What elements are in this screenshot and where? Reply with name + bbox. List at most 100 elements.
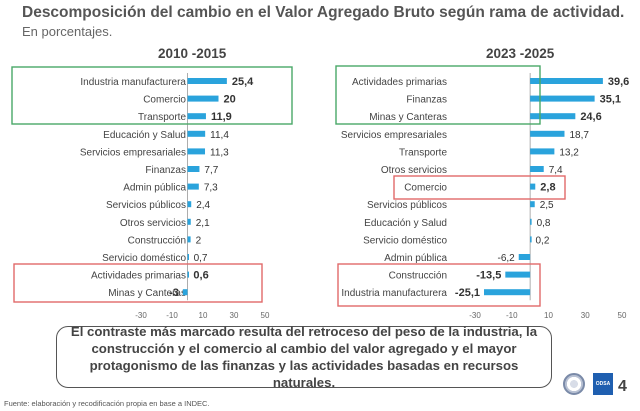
x-tick-label-0-2: 10 — [199, 311, 208, 320]
value-label-1-3: 18,7 — [569, 130, 589, 141]
category-label-0-8: Otros servicios — [120, 218, 186, 229]
category-label-1-12: Industria manufacturera — [341, 288, 447, 299]
category-label-0-3: Educación y Salud — [103, 130, 186, 141]
value-label-1-6: 2,8 — [540, 182, 555, 194]
value-label-0-5: 7,7 — [204, 165, 218, 176]
bar-1-9 — [530, 236, 532, 243]
category-label-1-4: Transporte — [399, 147, 447, 158]
value-label-1-11: -13,5 — [476, 270, 501, 282]
page-number: 4 — [618, 378, 627, 395]
x-tick-label-1-3: 30 — [581, 311, 590, 320]
value-label-1-8: 0,8 — [537, 218, 551, 229]
category-label-1-7: Servicios públicos — [367, 200, 447, 211]
bar-1-6 — [530, 183, 536, 190]
bar-1-3 — [530, 130, 565, 137]
bar-1-12 — [484, 289, 531, 296]
x-tick-label-1-4: 50 — [618, 311, 627, 320]
category-label-0-11: Actividades primarias — [91, 271, 186, 282]
highlight-box-red-0-0 — [13, 263, 263, 303]
bar-1-1 — [530, 95, 595, 102]
bar-1-7 — [530, 201, 535, 208]
x-tick-label-1-1: -10 — [506, 311, 518, 320]
value-label-1-4: 13,2 — [559, 147, 579, 158]
bar-0-5 — [187, 166, 200, 172]
category-label-1-6: Comercio — [404, 183, 447, 194]
value-label-1-2: 24,6 — [580, 111, 601, 123]
x-tick-label-0-4: 50 — [261, 311, 270, 320]
bar-1-0 — [530, 78, 603, 84]
bar-0-4 — [187, 148, 206, 155]
bar-1-4 — [530, 148, 555, 155]
category-label-1-0: Actividades primarias — [352, 77, 447, 88]
category-label-0-12: Minas y Canteras — [108, 288, 186, 299]
value-label-1-0: 39,6 — [608, 76, 629, 88]
source-note: Fuente: elaboración y recodificación pro… — [4, 399, 210, 408]
category-label-1-10: Admin pública — [384, 253, 447, 264]
category-label-0-6: Admin pública — [123, 183, 186, 194]
highlight-box-red-1-0 — [393, 175, 566, 200]
category-label-0-2: Transporte — [138, 112, 186, 123]
value-label-0-9: 2 — [196, 235, 202, 246]
value-label-0-1: 20 — [224, 94, 236, 106]
value-label-1-10: -6,2 — [497, 253, 515, 264]
conclusion-callout: El contraste más marcado resulta del ret… — [56, 324, 552, 390]
category-label-0-1: Comercio — [143, 95, 186, 106]
university-seal-logo — [563, 373, 585, 395]
category-label-1-8: Educación y Salud — [364, 218, 447, 229]
category-label-0-4: Servicios empresariales — [80, 147, 186, 158]
category-label-1-3: Servicios empresariales — [341, 130, 447, 141]
bar-0-10 — [187, 254, 189, 260]
value-label-0-10: 0,7 — [194, 253, 208, 264]
x-tick-label-1-2: 10 — [544, 311, 553, 320]
chart-title-1: 2023 -2025 — [486, 46, 555, 61]
value-label-0-4: 11,3 — [210, 147, 229, 158]
bar-0-8 — [187, 218, 191, 225]
highlight-box-green-0 — [11, 66, 293, 125]
highlight-box-green-1 — [335, 65, 541, 125]
category-label-1-2: Minas y Canteras — [369, 112, 447, 123]
value-label-1-5: 7,4 — [549, 165, 563, 176]
x-tick-label-0-1: -10 — [166, 311, 178, 320]
category-label-0-5: Finanzas — [145, 165, 186, 176]
category-label-0-10: Servicio doméstico — [102, 253, 186, 264]
bar-1-11 — [505, 271, 531, 278]
category-label-1-5: Otros servicios — [381, 165, 447, 176]
bar-0-0 — [187, 78, 227, 84]
value-label-0-8: 2,1 — [196, 218, 210, 229]
x-tick-label-0-0: -30 — [135, 311, 147, 320]
value-label-1-12: -25,1 — [455, 287, 480, 299]
value-label-0-0: 25,4 — [232, 76, 254, 88]
category-label-0-0: Industria manufacturera — [80, 77, 186, 88]
category-label-1-9: Servicio doméstico — [363, 235, 447, 246]
bar-0-11 — [187, 271, 189, 278]
bar-0-3 — [187, 130, 206, 137]
value-label-1-9: 0,2 — [535, 235, 549, 246]
bar-1-10 — [518, 254, 531, 260]
bar-0-6 — [187, 183, 199, 190]
x-tick-label-1-0: -30 — [469, 311, 481, 320]
value-label-0-11: 0,6 — [193, 270, 208, 282]
page-title: Descomposición del cambio en el Valor Ag… — [22, 4, 625, 21]
value-label-0-6: 7,3 — [204, 183, 218, 194]
value-label-1-1: 35,1 — [600, 94, 621, 106]
x-tick-label-0-3: 30 — [230, 311, 239, 320]
bar-1-8 — [530, 218, 532, 225]
value-label-0-7: 2,4 — [196, 200, 210, 211]
value-label-1-7: 2,5 — [540, 200, 554, 211]
value-label-0-3: 11,4 — [210, 130, 229, 141]
highlight-box-red-1-1 — [337, 263, 541, 307]
value-label-0-2: 11,9 — [211, 111, 232, 123]
bar-1-5 — [530, 166, 544, 172]
bar-0-1 — [187, 95, 219, 102]
page-subtitle: En porcentajes. — [22, 24, 113, 39]
category-label-0-7: Servicios públicos — [106, 200, 186, 211]
bar-0-9 — [187, 236, 191, 243]
bar-0-12 — [182, 289, 188, 296]
value-label-0-12: -3 — [169, 287, 179, 299]
bar-1-2 — [530, 113, 576, 120]
category-label-1-11: Construcción — [389, 271, 447, 282]
odsa-logo: ODSA — [593, 373, 613, 395]
bar-0-7 — [187, 201, 192, 208]
category-label-0-9: Construcción — [128, 235, 186, 246]
